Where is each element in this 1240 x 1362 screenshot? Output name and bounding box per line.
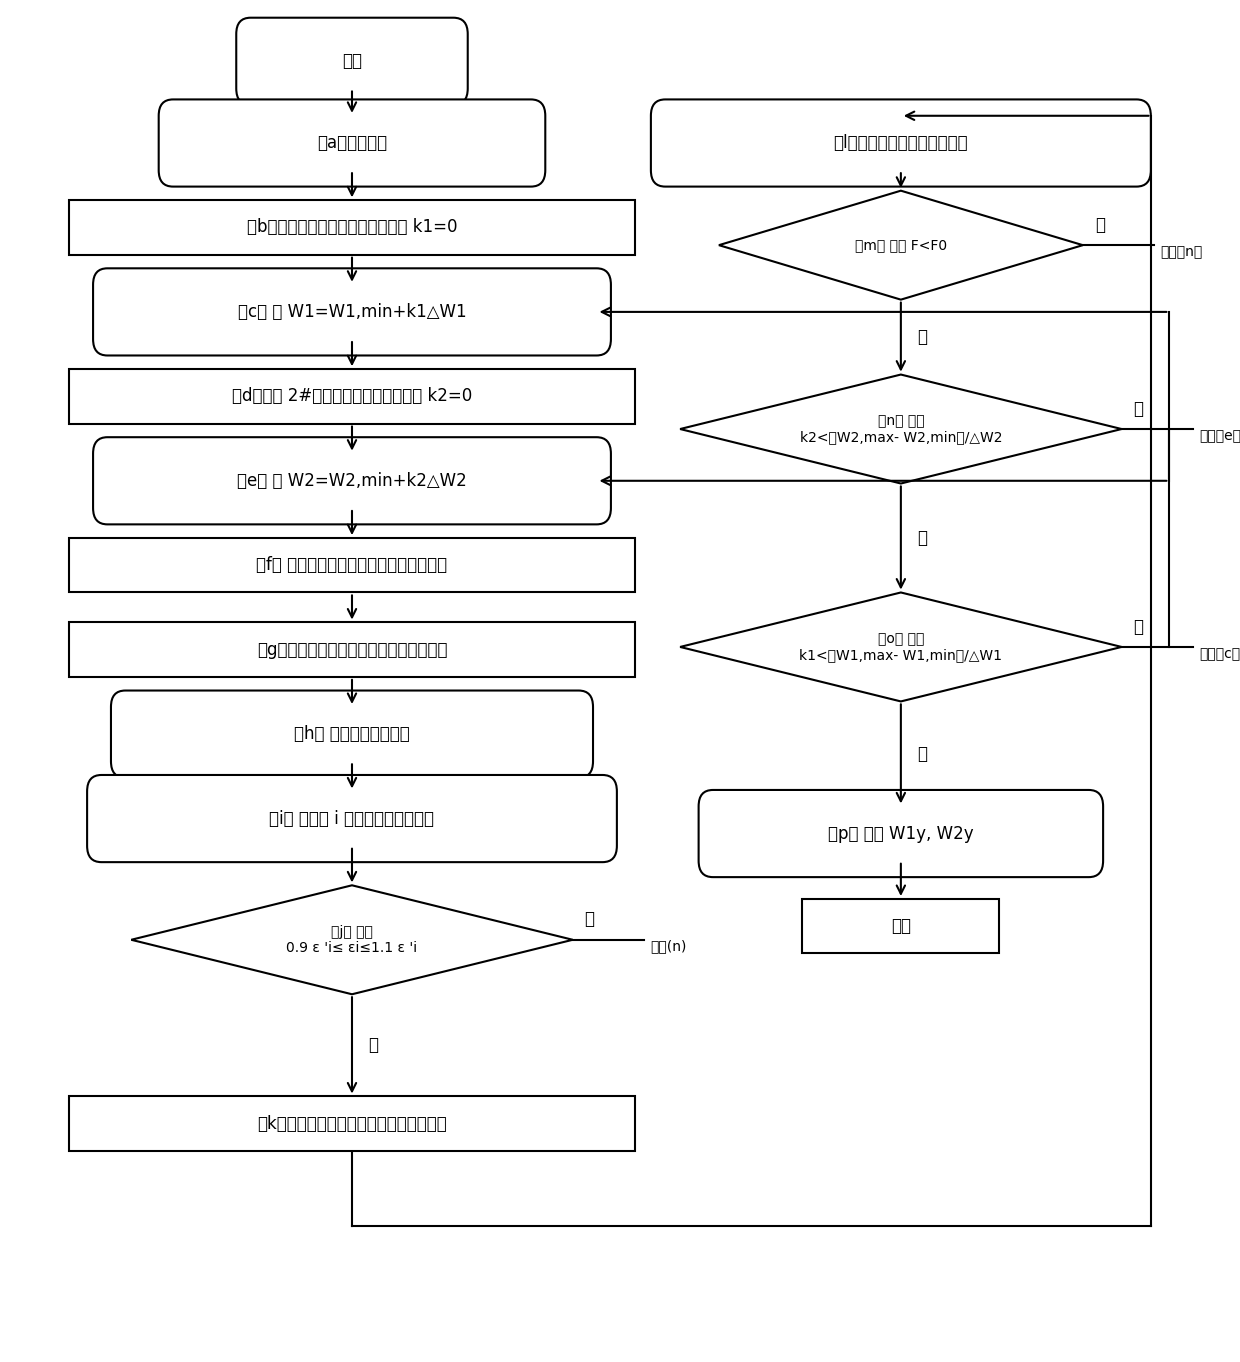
Text: （g）计算各机架平整轧制变形区摩擦系数: （g）计算各机架平整轧制变形区摩擦系数 xyxy=(257,640,448,659)
Text: （c） 令 W1=W1,min+k1△W1: （c） 令 W1=W1,min+k1△W1 xyxy=(238,302,466,321)
Text: 否: 否 xyxy=(918,745,928,763)
Text: 是: 是 xyxy=(1133,617,1143,636)
Text: （a）参数收集: （a）参数收集 xyxy=(317,133,387,153)
FancyBboxPatch shape xyxy=(93,268,611,355)
FancyBboxPatch shape xyxy=(68,200,635,255)
Polygon shape xyxy=(719,191,1083,300)
Polygon shape xyxy=(680,592,1122,701)
Text: 否: 否 xyxy=(918,528,928,548)
FancyBboxPatch shape xyxy=(93,437,611,524)
Text: （f） 计算各机架平整轧制变形区润滑油量: （f） 计算各机架平整轧制变形区润滑油量 xyxy=(257,556,448,575)
FancyBboxPatch shape xyxy=(87,775,616,862)
FancyBboxPatch shape xyxy=(68,622,635,677)
FancyBboxPatch shape xyxy=(110,691,593,778)
Text: （n） 判断
k2<（W2,max- W2,min）/△W2: （n） 判断 k2<（W2,max- W2,min）/△W2 xyxy=(800,414,1002,444)
FancyBboxPatch shape xyxy=(68,1096,635,1151)
Text: （i） 计算第 i 组数据机组总延伸率: （i） 计算第 i 组数据机组总延伸率 xyxy=(269,809,434,828)
Text: 步骤(n): 步骤(n) xyxy=(650,940,687,953)
FancyBboxPatch shape xyxy=(698,790,1104,877)
Text: （h） 反算各机架延伸率: （h） 反算各机架延伸率 xyxy=(294,725,410,744)
Text: 步骤（n）: 步骤（n） xyxy=(1161,245,1203,259)
Text: 步骤（e）: 步骤（e） xyxy=(1199,429,1240,443)
Text: （b）设定各初始值及寻优步长，令 k1=0: （b）设定各初始值及寻优步长，令 k1=0 xyxy=(247,218,458,237)
Polygon shape xyxy=(680,375,1122,484)
Text: 步骤（c）: 步骤（c） xyxy=(1199,647,1240,661)
Text: （m） 判断 F<F0: （m） 判断 F<F0 xyxy=(854,238,947,252)
Text: （o） 判断
k1<（W1,max- W1,min）/△W1: （o） 判断 k1<（W1,max- W1,min）/△W1 xyxy=(800,632,1002,662)
Text: 是: 是 xyxy=(918,328,928,346)
FancyBboxPatch shape xyxy=(68,369,635,424)
Text: 是: 是 xyxy=(1133,399,1143,418)
Text: （p） 输出 W1y, W2y: （p） 输出 W1y, W2y xyxy=(828,824,973,843)
FancyBboxPatch shape xyxy=(68,538,635,592)
FancyBboxPatch shape xyxy=(802,899,999,953)
Text: （k）计算当前状态下成品带钢表面粗糙度: （k）计算当前状态下成品带钢表面粗糙度 xyxy=(257,1114,446,1133)
Text: （j） 判断
0.9 ε 'i≤ εi≤1.1 ε 'i: （j） 判断 0.9 ε 'i≤ εi≤1.1 ε 'i xyxy=(286,925,418,955)
Text: （e） 令 W2=W2,min+k2△W2: （e） 令 W2=W2,min+k2△W2 xyxy=(237,471,467,490)
Text: （d）定义 2#机架流量及寻优步长，令 k2=0: （d）定义 2#机架流量及寻优步长，令 k2=0 xyxy=(232,387,472,406)
Text: （l）计算粗糙度控制目标函数: （l）计算粗糙度控制目标函数 xyxy=(833,133,968,153)
Text: 开始: 开始 xyxy=(342,52,362,71)
Text: 是: 是 xyxy=(368,1036,378,1054)
FancyBboxPatch shape xyxy=(159,99,546,187)
FancyBboxPatch shape xyxy=(237,18,467,105)
Text: 结束: 结束 xyxy=(890,917,911,936)
FancyBboxPatch shape xyxy=(651,99,1151,187)
Text: 否: 否 xyxy=(1095,215,1105,234)
Polygon shape xyxy=(131,885,573,994)
Text: 否: 否 xyxy=(585,910,595,929)
